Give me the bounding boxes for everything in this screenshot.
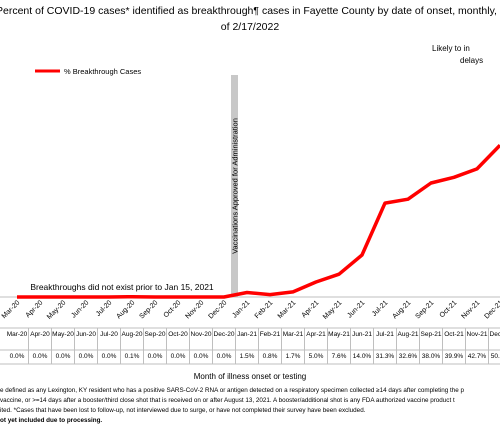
table-value: 1.5% [239,353,255,360]
table-value: 1.7% [285,353,301,360]
table-value: 0.0% [78,353,94,360]
table-header: Mar-20 [6,331,28,338]
chart-title: Percent of COVID-19 cases* identified as… [0,5,497,17]
legend-label: % Breakthrough Cases [64,67,141,76]
footnote: vaccine, or >=14 days after a booster/th… [0,397,455,404]
x-tick-label: Apr-21 [301,299,321,319]
table-value: 31.3% [375,353,395,360]
x-tick-label: May-21 [322,299,344,321]
table-header: Sep-21 [420,331,442,338]
x-axis-title: Month of illness onset or testing [194,372,307,381]
x-tick-label: Oct-21 [439,299,459,319]
table-value: 0.0% [55,353,71,360]
table-value: 14.0% [352,353,372,360]
table-value: 0.8% [262,353,278,360]
table-header: Dec-21 [489,331,500,338]
x-tick-label: Aug-21 [391,299,412,320]
table-value: 0.0% [9,353,25,360]
x-tick-label: Jan-21 [231,299,251,319]
table-value: 0.0% [32,353,48,360]
table-header: Jun-21 [352,331,372,338]
table-value: 0.0% [147,353,163,360]
annotation: Vaccinations Approved for Administration [231,118,240,254]
table-value: 0.0% [101,353,117,360]
footnote: e defined as any Lexington, KY resident … [0,387,464,394]
annotation: Likely to in [432,44,470,53]
table-value: 0.1% [124,353,140,360]
annotation: Breakthroughs did not exist prior to Jan… [30,282,214,292]
x-tick-label: Feb-21 [254,299,275,320]
x-tick-label: Oct-20 [163,299,183,319]
table-value: 50.6% [490,353,500,360]
x-tick-label: Sep-20 [138,299,159,320]
vaccine-band [231,75,238,297]
table-value: 38.0% [421,353,441,360]
table-header: Apr-20 [30,331,50,338]
table-header: Jun-20 [76,331,96,338]
table-header: Jul-20 [100,331,118,338]
footnote: ited. *Cases that have been lost to foll… [0,407,366,414]
table-header: Apr-21 [306,331,326,338]
x-tick-label: May-20 [46,299,68,321]
table-header: Aug-21 [397,331,419,338]
x-tick-label: Dec-20 [207,299,228,320]
x-tick-label: Apr-20 [25,299,45,319]
table-value: 0.0% [170,353,186,360]
x-tick-label: Mar-20 [1,299,22,320]
chart-subtitle: of 2/17/2022 [221,21,280,33]
table-header: Jan-21 [237,331,257,338]
table-header: Oct-21 [444,331,464,338]
table-header: May-21 [328,331,350,338]
x-tick-label: Dec-21 [483,299,500,320]
x-tick-label: Jun-20 [70,299,90,319]
table-value: 0.0% [193,353,209,360]
table-header: Oct-20 [168,331,188,338]
table-value: 42.7% [467,353,487,360]
table-header: Sep-20 [144,331,166,338]
x-tick-label: Nov-21 [460,299,481,320]
data-line [17,143,500,299]
table-header: Mar-21 [282,331,304,338]
x-tick-label: Nov-20 [184,299,205,320]
table-header: May-20 [52,331,74,338]
x-tick-label: Jul-20 [95,299,114,318]
table-header: Feb-21 [259,331,281,338]
table-value: 0.0% [216,353,232,360]
x-tick-label: Mar-21 [277,299,298,320]
footnote: ot yet included due to processing. [0,417,103,424]
table-header: Jul-21 [376,331,394,338]
x-tick-label: Sep-21 [414,299,435,320]
table-value: 32.6% [398,353,418,360]
table-value: 5.0% [308,353,324,360]
x-tick-label: Jun-21 [346,299,366,319]
table-header: Dec-20 [213,331,235,338]
x-tick-label: Aug-20 [115,299,136,320]
x-tick-label: Jul-21 [371,299,390,318]
table-header: Nov-21 [466,331,488,338]
table-header: Aug-20 [121,331,143,338]
table-value: 7.6% [331,353,347,360]
table-header: Nov-20 [190,331,212,338]
annotation: delays [460,56,483,65]
table-value: 39.9% [444,353,464,360]
